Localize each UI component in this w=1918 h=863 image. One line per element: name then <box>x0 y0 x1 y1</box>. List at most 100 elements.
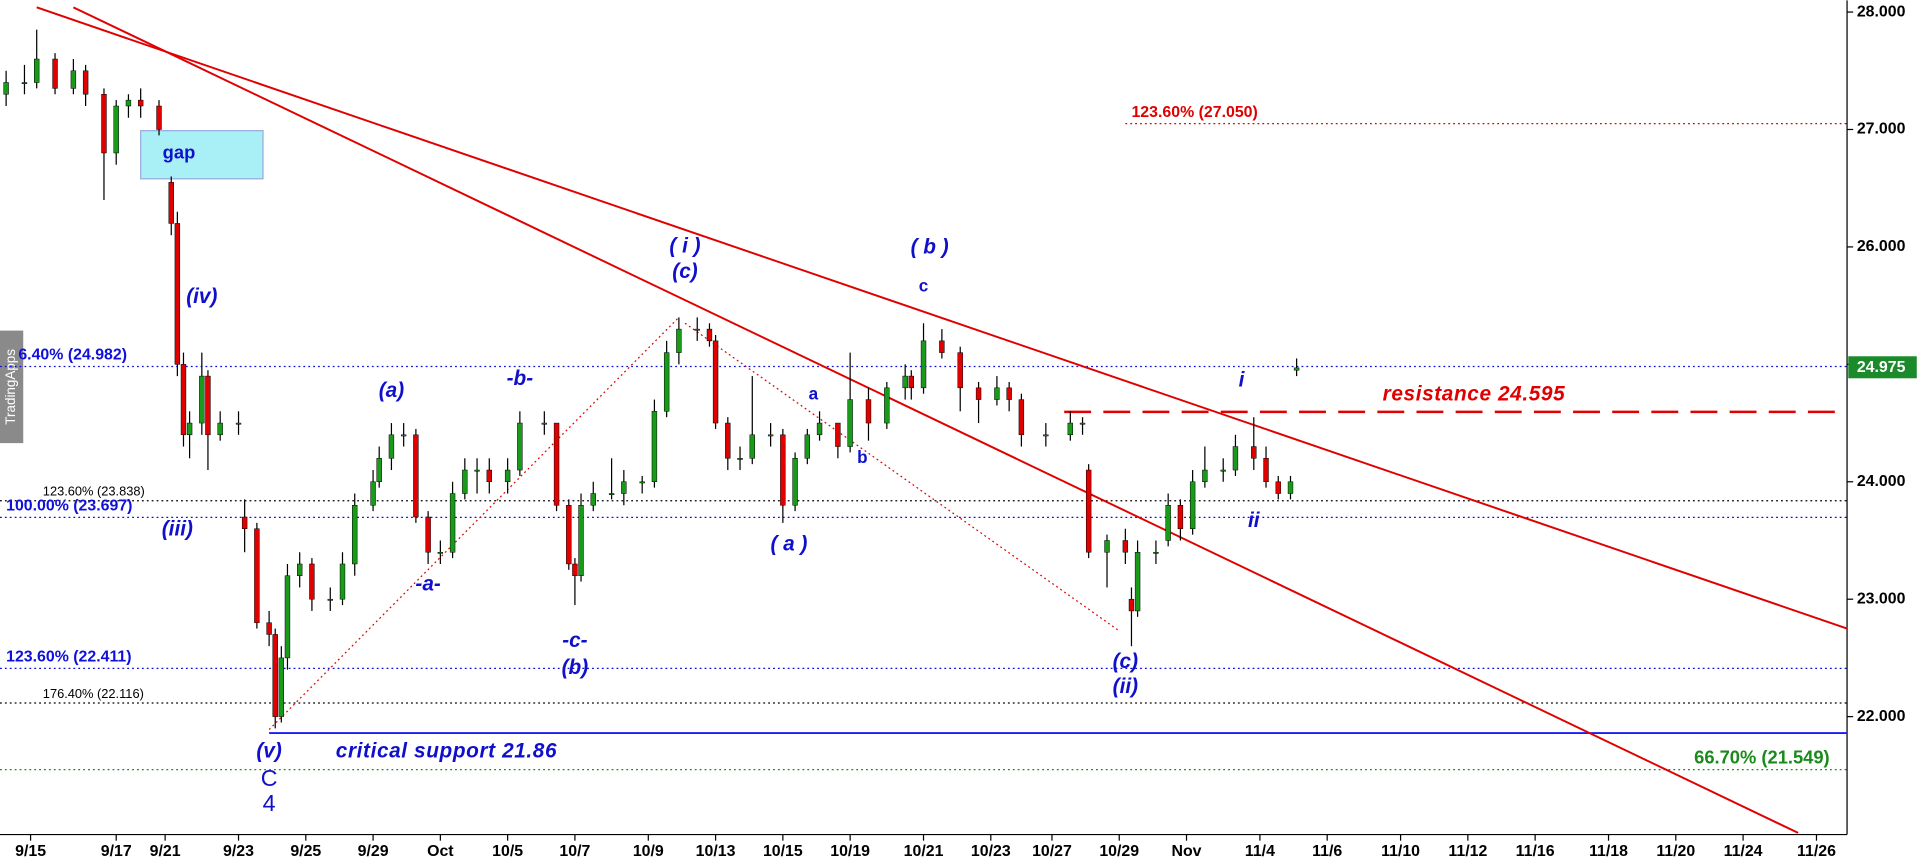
candle-body <box>113 105 119 154</box>
candle-body <box>352 505 358 565</box>
wave-label: (iv) <box>186 285 217 308</box>
candle-body <box>34 58 40 83</box>
x-tick-label: 10/13 <box>696 843 736 860</box>
x-tick-label: 10/15 <box>763 843 803 860</box>
candle-body <box>205 375 211 436</box>
candle-body <box>725 422 731 459</box>
candle-body <box>663 352 670 412</box>
wave-label: (a) <box>379 379 404 402</box>
candle-body <box>590 493 596 506</box>
candle-body <box>278 657 285 717</box>
y-tick-label: 28.000 <box>1857 3 1906 20</box>
x-tick-label: 10/27 <box>1032 843 1072 860</box>
x-tick-label: 11/26 <box>1797 843 1836 860</box>
candle-body <box>296 563 303 576</box>
trendline <box>684 322 1120 632</box>
gap-label: gap <box>163 141 196 162</box>
candle-body <box>449 493 456 553</box>
candle-body <box>902 375 908 389</box>
candle-body <box>284 575 291 659</box>
candle-body <box>908 375 914 389</box>
x-tick-label: 11/24 <box>1724 843 1763 860</box>
candle-body <box>474 469 480 472</box>
x-tick-label: 10/7 <box>559 843 590 860</box>
candle-body <box>578 505 584 576</box>
wave-label: 4 <box>263 790 276 816</box>
wave-label: ( a ) <box>770 533 807 556</box>
wave-label: (b) <box>562 656 589 679</box>
trendline <box>36 6 1848 630</box>
candle-body <box>486 469 492 483</box>
level-label: 123.60% (22.411) <box>6 649 131 666</box>
wave-label: -c- <box>562 629 587 652</box>
x-tick-label: 11/10 <box>1381 843 1420 860</box>
candle-body <box>1067 422 1074 436</box>
candle-body <box>125 99 132 107</box>
candle-body <box>1202 469 1208 483</box>
level-label: 123.60% (27.050) <box>1131 104 1257 121</box>
x-tick-label: 11/20 <box>1656 843 1695 860</box>
candle-body <box>541 422 548 425</box>
level-label: 6.40% (24.982) <box>18 347 127 364</box>
candle-body <box>1177 505 1184 529</box>
candle-body <box>994 387 1000 400</box>
candle-body <box>780 434 786 506</box>
watermark-box <box>0 330 24 444</box>
candle-body <box>1275 481 1281 494</box>
candle-body <box>957 352 963 389</box>
candle-body <box>792 458 798 506</box>
x-tick-label: 11/12 <box>1448 843 1487 860</box>
x-tick-label: 9/29 <box>358 843 389 860</box>
candle-body <box>651 411 658 483</box>
level-label: 66.70% (21.549) <box>1694 746 1830 767</box>
candle-body <box>101 94 107 154</box>
x-tick-label: 9/17 <box>101 843 132 860</box>
candle-body <box>339 563 346 600</box>
candle-body <box>553 422 560 506</box>
candle-body <box>767 434 774 437</box>
candle-body <box>376 458 382 483</box>
wave-label: i <box>1239 368 1246 391</box>
x-tick-label: 11/6 <box>1312 843 1342 860</box>
wave-label: (c) <box>1113 650 1138 673</box>
wave-label: b <box>857 448 867 467</box>
x-tick-label: 11/4 <box>1245 843 1275 860</box>
x-tick-label: 10/21 <box>904 843 944 860</box>
candle-body <box>1293 367 1300 371</box>
candle-body <box>835 422 841 447</box>
candle-body <box>1018 399 1025 436</box>
x-tick-label: 11/18 <box>1589 843 1628 860</box>
x-tick-label: Oct <box>427 843 454 860</box>
candle-body <box>327 598 333 601</box>
candle-body <box>1165 505 1171 541</box>
last-price-label: 24.975 <box>1857 359 1906 376</box>
candle-body <box>52 58 58 89</box>
candle-body <box>266 622 272 635</box>
candle-body <box>21 82 28 84</box>
level-label: 100.00% (23.697) <box>6 498 132 515</box>
wave-label: ii <box>1248 509 1261 532</box>
x-tick-label: 10/29 <box>1099 843 1139 860</box>
candle-body <box>388 434 395 459</box>
candle-body <box>694 328 700 331</box>
last-price-box <box>1848 356 1917 379</box>
y-tick-label: 23.000 <box>1857 590 1906 607</box>
wave-label: ( b ) <box>911 236 949 259</box>
wave-label: ( i ) <box>669 234 700 257</box>
candle-body <box>939 340 945 353</box>
y-tick-label: 24.000 <box>1857 473 1906 490</box>
candle-body <box>1122 540 1129 553</box>
candle-body <box>737 458 743 460</box>
candle-body <box>706 328 713 342</box>
gap-zone <box>140 130 264 180</box>
x-tick-label: 9/25 <box>290 843 321 860</box>
wave-label: (iii) <box>162 517 193 540</box>
candle-body <box>272 634 278 717</box>
candle-body <box>1153 551 1159 554</box>
candle-body <box>156 105 162 130</box>
candle-body <box>413 434 419 518</box>
candle-body <box>254 528 260 623</box>
watermark: TradingApps <box>3 349 18 425</box>
